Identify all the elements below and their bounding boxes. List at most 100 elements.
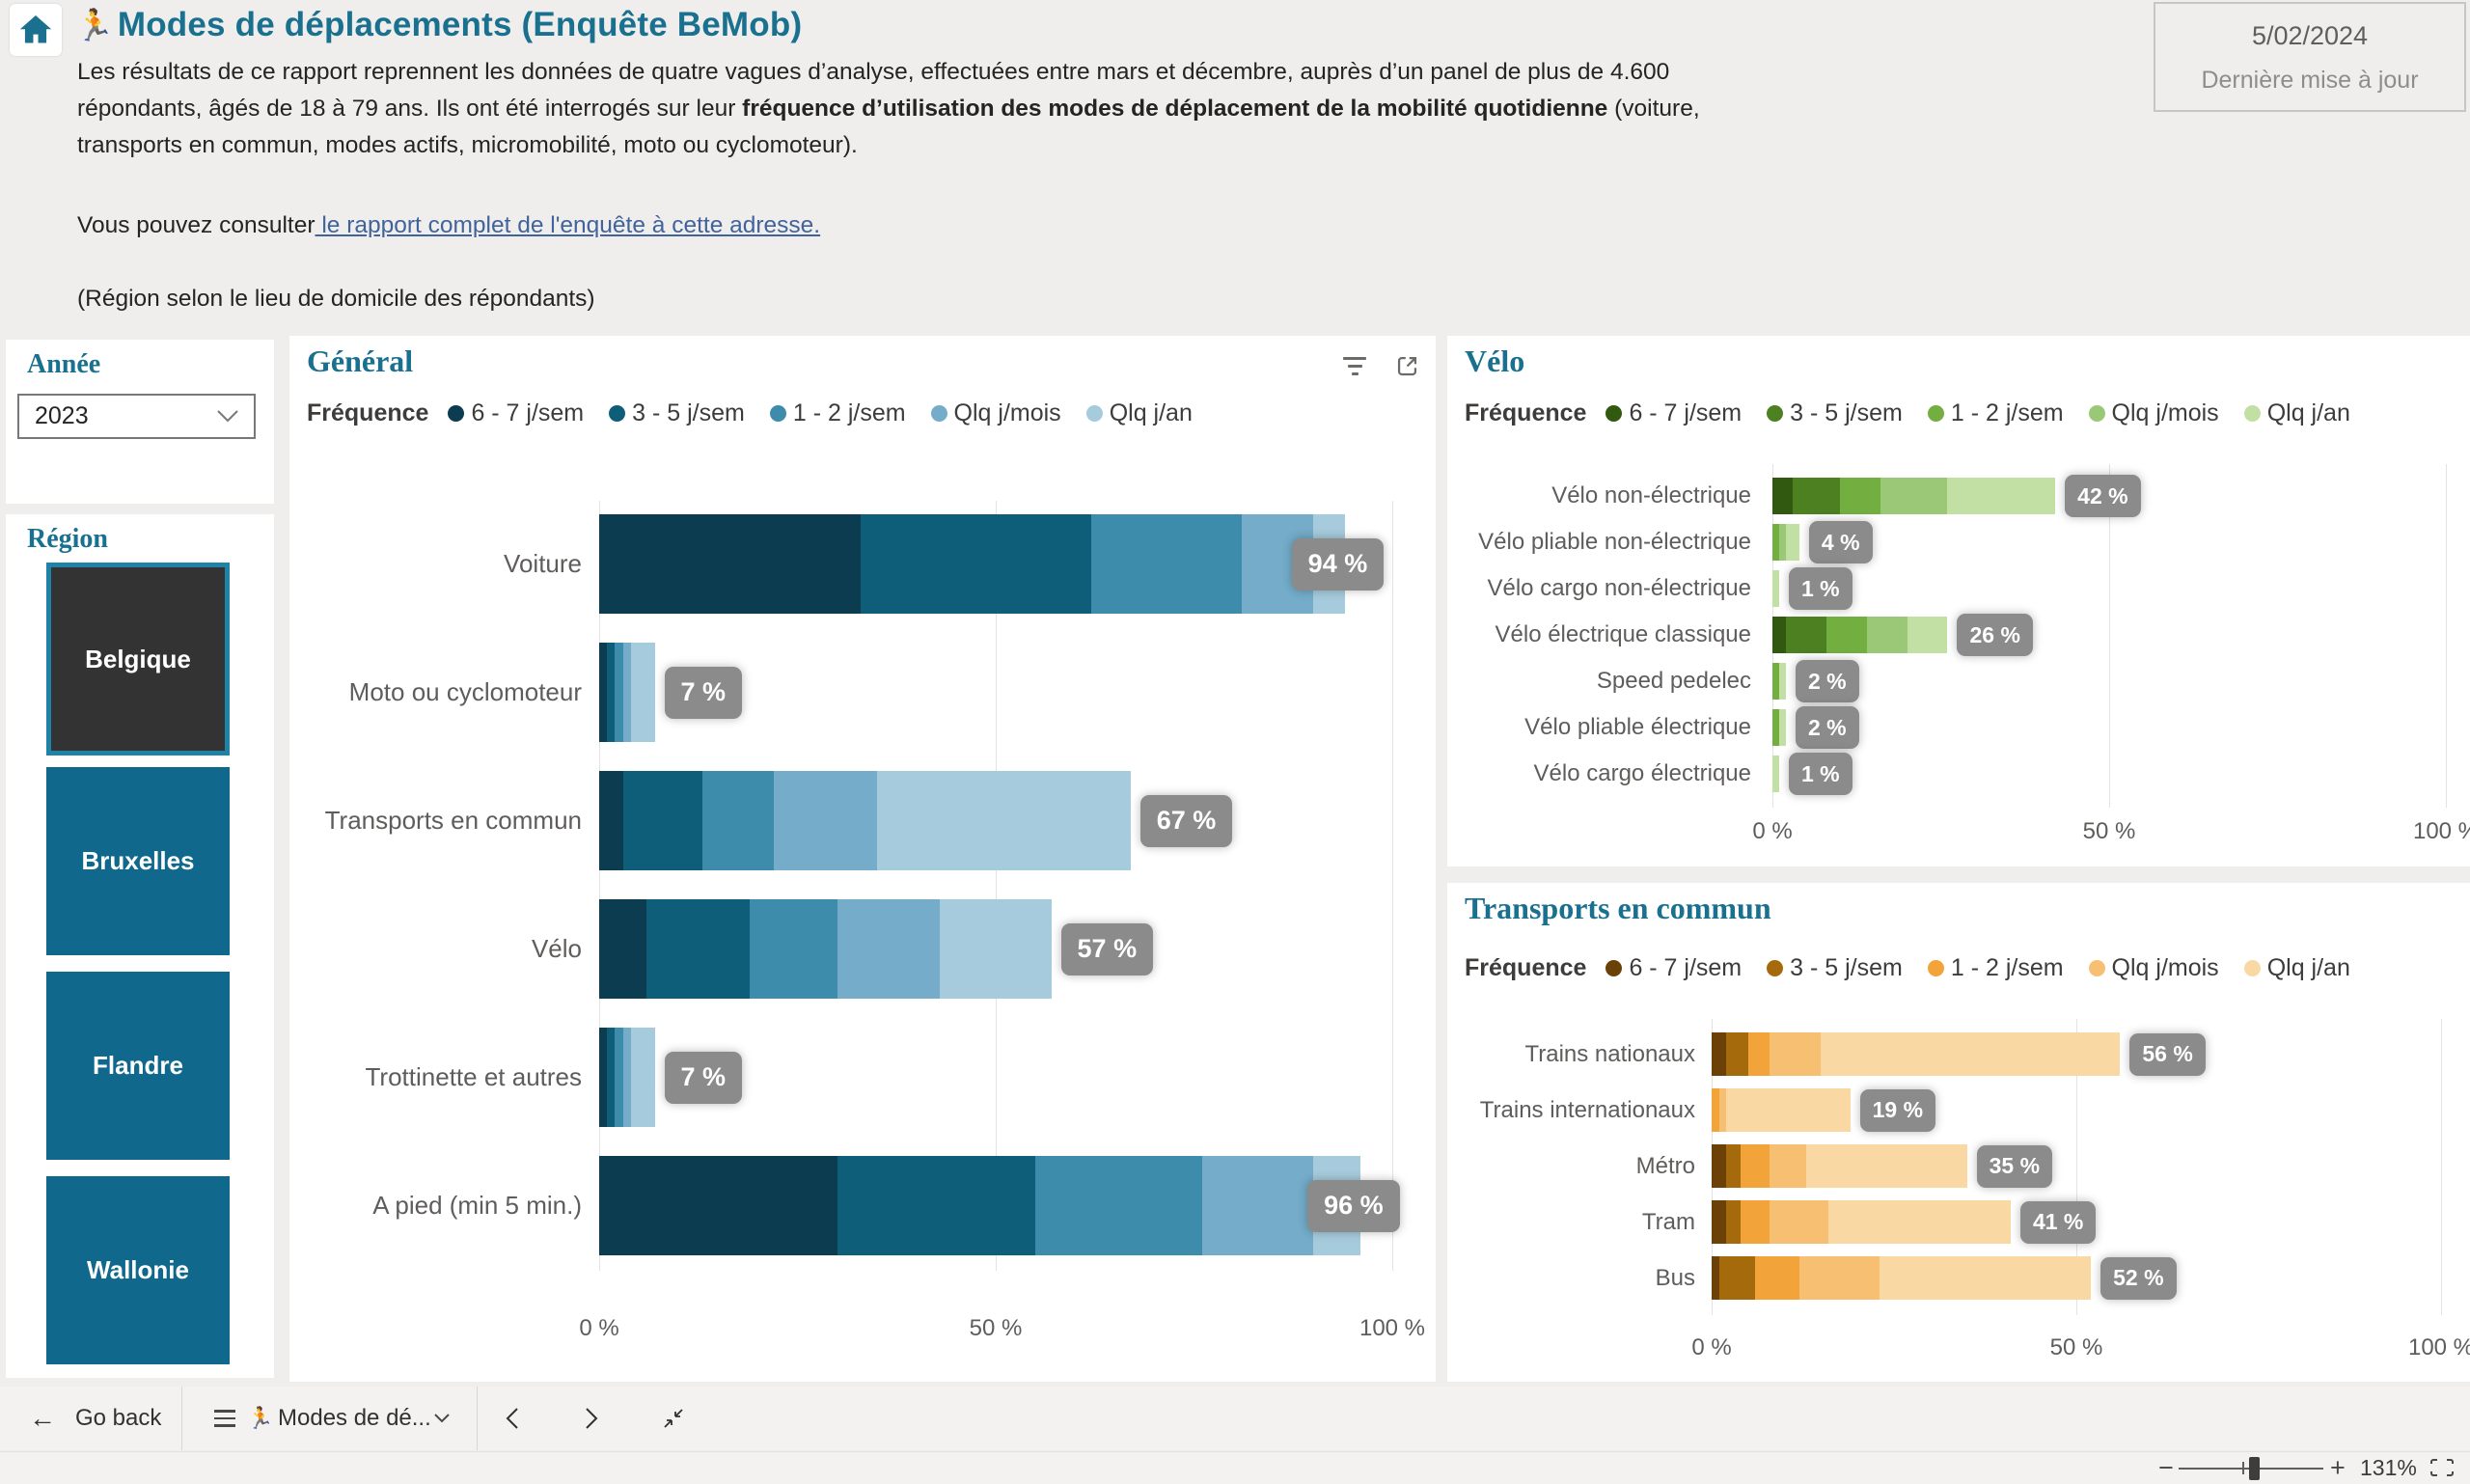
expand-icon[interactable] bbox=[1394, 353, 1420, 379]
bar-segment[interactable] bbox=[1785, 617, 1826, 653]
legend-item[interactable]: Qlq j/an bbox=[2243, 399, 2350, 427]
bar-segment[interactable] bbox=[599, 1156, 837, 1255]
bar-segment[interactable] bbox=[1772, 617, 1786, 653]
zoom-in-button[interactable]: + bbox=[2330, 1453, 2346, 1482]
stacked-bar[interactable] bbox=[1772, 478, 2470, 514]
bar-segment[interactable] bbox=[607, 1028, 616, 1127]
stacked-bar[interactable] bbox=[1772, 570, 2470, 607]
fit-to-page-icon[interactable] bbox=[2429, 1458, 2455, 1477]
bar-segment[interactable] bbox=[1770, 1144, 1807, 1188]
bar-segment[interactable] bbox=[630, 1028, 655, 1127]
bar-segment[interactable] bbox=[1726, 1144, 1742, 1188]
region-button-belgique[interactable]: Belgique bbox=[46, 563, 230, 756]
stacked-bar[interactable] bbox=[1712, 1088, 2470, 1132]
bar-segment[interactable] bbox=[607, 643, 616, 742]
region-button-flandre[interactable]: Flandre bbox=[46, 972, 230, 1160]
stacked-bar[interactable] bbox=[599, 1028, 1436, 1127]
legend-item[interactable]: Qlq j/an bbox=[2243, 954, 2350, 982]
bar-segment[interactable] bbox=[1778, 524, 1786, 561]
report-link[interactable]: le rapport complet de l'enquête à cette … bbox=[315, 212, 821, 238]
bar-segment[interactable] bbox=[1778, 709, 1786, 746]
bar-segment[interactable] bbox=[622, 1028, 631, 1127]
zoom-slider-handle[interactable] bbox=[2249, 1457, 2260, 1480]
bar-segment[interactable] bbox=[630, 643, 655, 742]
go-back-button[interactable]: Go back bbox=[75, 1405, 162, 1431]
bar-segment[interactable] bbox=[1785, 524, 1799, 561]
bar-segment[interactable] bbox=[599, 643, 608, 742]
bar-segment[interactable] bbox=[1755, 1256, 1799, 1300]
bar-segment[interactable] bbox=[1726, 1032, 1748, 1076]
stacked-bar[interactable] bbox=[599, 899, 1436, 999]
stacked-bar[interactable] bbox=[1772, 617, 2470, 653]
collapse-icon[interactable] bbox=[662, 1387, 685, 1450]
bar-segment[interactable] bbox=[1778, 663, 1786, 700]
legend-item[interactable]: Qlq j/mois bbox=[2088, 954, 2219, 982]
bar-segment[interactable] bbox=[1035, 1156, 1202, 1255]
bar-segment[interactable] bbox=[1747, 1032, 1770, 1076]
bar-segment[interactable] bbox=[1741, 1144, 1770, 1188]
bar-segment[interactable] bbox=[1772, 756, 1779, 792]
next-page-icon[interactable] bbox=[585, 1387, 598, 1450]
bar-segment[interactable] bbox=[1772, 478, 1793, 514]
stacked-bar[interactable] bbox=[599, 643, 1436, 742]
bar-segment[interactable] bbox=[622, 643, 631, 742]
year-dropdown[interactable]: 2023 bbox=[17, 394, 256, 439]
bar-segment[interactable] bbox=[750, 899, 837, 999]
bar-segment[interactable] bbox=[1726, 1088, 1851, 1132]
stacked-bar[interactable] bbox=[1772, 709, 2470, 746]
legend-item[interactable]: 6 - 7 j/sem bbox=[448, 399, 584, 427]
bar-segment[interactable] bbox=[615, 1028, 623, 1127]
bar-segment[interactable] bbox=[1712, 1032, 1727, 1076]
bar-segment[interactable] bbox=[940, 899, 1052, 999]
bar-segment[interactable] bbox=[1718, 1088, 1727, 1132]
legend-item[interactable]: 3 - 5 j/sem bbox=[609, 399, 745, 427]
bar-segment[interactable] bbox=[837, 899, 941, 999]
bar-segment[interactable] bbox=[1770, 1032, 1822, 1076]
bar-segment[interactable] bbox=[1866, 617, 1907, 653]
bar-segment[interactable] bbox=[1772, 709, 1779, 746]
bar-segment[interactable] bbox=[1712, 1200, 1727, 1244]
stacked-bar[interactable] bbox=[1712, 1032, 2470, 1076]
stacked-bar[interactable] bbox=[1712, 1144, 2470, 1188]
back-arrow-icon[interactable]: ← bbox=[29, 1403, 56, 1433]
legend-item[interactable]: 3 - 5 j/sem bbox=[1767, 954, 1903, 982]
bar-segment[interactable] bbox=[599, 1028, 608, 1127]
filter-icon[interactable] bbox=[1342, 357, 1367, 375]
bar-segment[interactable] bbox=[1827, 1200, 2011, 1244]
stacked-bar[interactable] bbox=[599, 1156, 1436, 1255]
region-button-wallonie[interactable]: Wallonie bbox=[46, 1176, 230, 1364]
bar-segment[interactable] bbox=[1825, 617, 1867, 653]
bar-segment[interactable] bbox=[615, 643, 623, 742]
bar-segment[interactable] bbox=[1792, 478, 1840, 514]
stacked-bar[interactable] bbox=[599, 771, 1436, 870]
legend-item[interactable]: 1 - 2 j/sem bbox=[1927, 399, 2064, 427]
stacked-bar[interactable] bbox=[1772, 663, 2470, 700]
bar-segment[interactable] bbox=[1772, 524, 1779, 561]
home-button[interactable] bbox=[10, 4, 62, 56]
page-list-icon[interactable] bbox=[214, 1387, 235, 1450]
bar-segment[interactable] bbox=[1741, 1200, 1770, 1244]
bar-segment[interactable] bbox=[1712, 1088, 1719, 1132]
bar-segment[interactable] bbox=[1770, 1200, 1828, 1244]
bar-segment[interactable] bbox=[1718, 1256, 1756, 1300]
bar-segment[interactable] bbox=[599, 899, 647, 999]
bar-segment[interactable] bbox=[701, 771, 774, 870]
bar-segment[interactable] bbox=[1090, 514, 1242, 614]
legend-item[interactable]: Qlq j/an bbox=[1085, 399, 1193, 427]
bar-segment[interactable] bbox=[1839, 478, 1880, 514]
bar-segment[interactable] bbox=[1947, 478, 2056, 514]
bar-segment[interactable] bbox=[773, 771, 877, 870]
legend-item[interactable]: Qlq j/mois bbox=[2088, 399, 2219, 427]
legend-item[interactable]: 1 - 2 j/sem bbox=[1927, 954, 2064, 982]
stacked-bar[interactable] bbox=[1712, 1200, 2470, 1244]
bar-segment[interactable] bbox=[876, 771, 1131, 870]
bar-segment[interactable] bbox=[1201, 1156, 1313, 1255]
page-selector[interactable]: Modes de dé... bbox=[278, 1405, 431, 1431]
bar-segment[interactable] bbox=[646, 899, 751, 999]
legend-item[interactable]: 6 - 7 j/sem bbox=[1606, 954, 1742, 982]
page-selector-chevron-icon[interactable] bbox=[434, 1387, 450, 1450]
previous-page-icon[interactable] bbox=[506, 1387, 519, 1450]
bar-segment[interactable] bbox=[1907, 617, 1948, 653]
bar-segment[interactable] bbox=[1821, 1032, 2121, 1076]
bar-segment[interactable] bbox=[1879, 1256, 2092, 1300]
